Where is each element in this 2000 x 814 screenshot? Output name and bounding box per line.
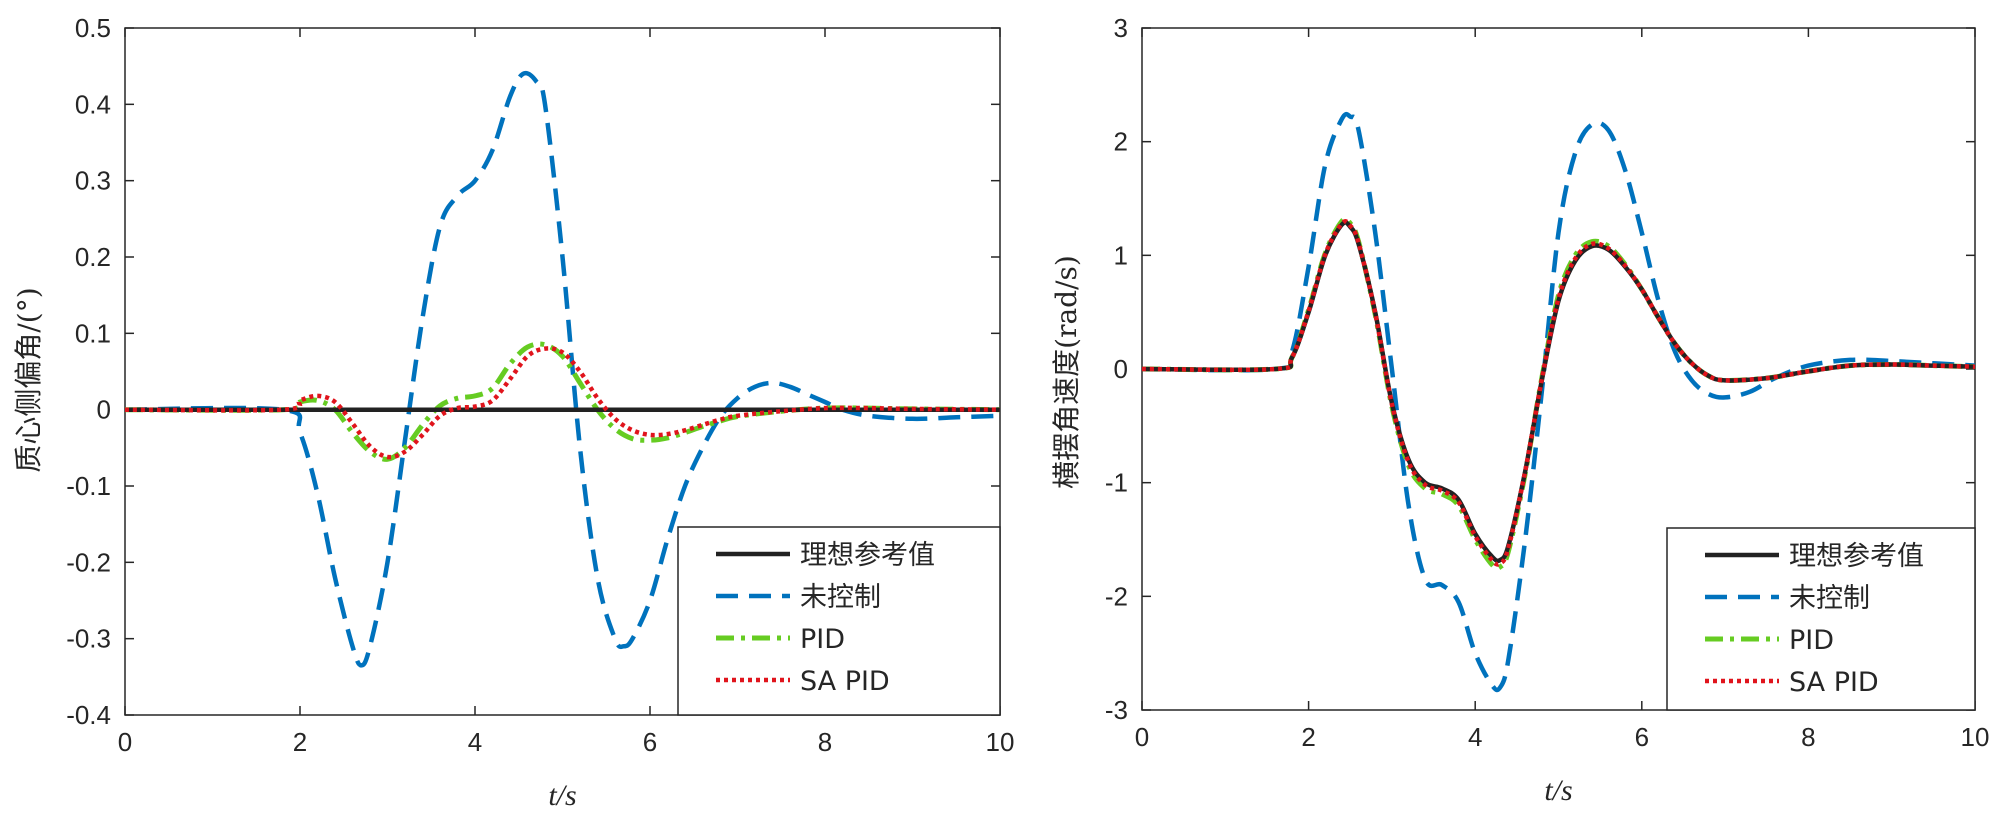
y-tick-label: -1: [1105, 468, 1128, 498]
x-tick-label: 10: [1961, 722, 1990, 752]
series-line-pid: [125, 341, 1000, 462]
y-tick-label: 0.1: [75, 318, 111, 348]
y-tick-label: -0.4: [66, 700, 111, 730]
legend-label-pid: PID: [1789, 625, 1834, 656]
y-tick-label: 3: [1114, 13, 1128, 43]
x-tick-label: 2: [1301, 722, 1315, 752]
x-axis-label: t/s: [548, 779, 576, 812]
series-group: [1142, 111, 1975, 693]
legend-box: [1666, 527, 1976, 711]
x-tick-label: 8: [818, 727, 832, 757]
legend-label-sapid: SA PID: [800, 666, 890, 697]
x-axis-label: t/s: [1544, 774, 1572, 807]
x-tick-label: 2: [293, 727, 307, 757]
y-tick-label: 2: [1114, 127, 1128, 157]
series-line-uncontrolled: [1142, 111, 1975, 693]
y-tick-label: -2: [1105, 581, 1128, 611]
legend-label-sapid: SA PID: [1789, 667, 1879, 698]
x-tick-label: 0: [118, 727, 132, 757]
y-tick-label: 0.3: [75, 166, 111, 196]
x-tick-label: 10: [986, 727, 1015, 757]
y-tick-label: 0.5: [75, 13, 111, 43]
x-tick-label: 8: [1801, 722, 1815, 752]
chart-yaw-rate: 0 2 4 6 8 10 -3 -2 -1 0 1 2 3 t/s 横摆角速度(rad/s) 理想参考值未控制…: [1050, 13, 1989, 807]
x-tick-label: 6: [1635, 722, 1649, 752]
legend-label-ideal: 理想参考值: [800, 540, 935, 571]
y-tick-label: -0.1: [66, 471, 111, 501]
legend-label-uncontrolled: 未控制: [800, 582, 881, 613]
y-tick-label: 0.4: [75, 89, 111, 119]
y-tick-label: -0.3: [66, 624, 111, 654]
legend-label-uncontrolled: 未控制: [1789, 583, 1870, 614]
legend-box: [677, 526, 1001, 716]
x-tick-label: 4: [468, 727, 482, 757]
y-axis-label: 横摆角速度(rad/s): [1050, 255, 1083, 489]
series-line-uncontrolled: [125, 70, 1000, 668]
y-tick-label: 0.2: [75, 242, 111, 272]
y-axis-label: 质心侧偏角/(°): [12, 287, 45, 472]
y-tick-label: -0.2: [66, 547, 111, 577]
x-tick-label: 0: [1135, 722, 1149, 752]
legend-label-pid: PID: [800, 624, 845, 655]
y-tick-label: 1: [1114, 240, 1128, 270]
chart-sideslip: 0 2 4 6 8 10 -0.4 -0.3 -0.2 -0.1 0 0.1 0.2 0.3 0.4 0.5 t…: [12, 13, 1014, 812]
y-tick-label: -3: [1105, 695, 1128, 725]
y-tick-label: 0: [1114, 354, 1128, 384]
series-group: [125, 70, 1000, 668]
x-tick-label: 4: [1468, 722, 1482, 752]
y-tick-label: 0: [97, 395, 111, 425]
legend-label-ideal: 理想参考值: [1789, 541, 1924, 572]
x-tick-label: 6: [643, 727, 657, 757]
